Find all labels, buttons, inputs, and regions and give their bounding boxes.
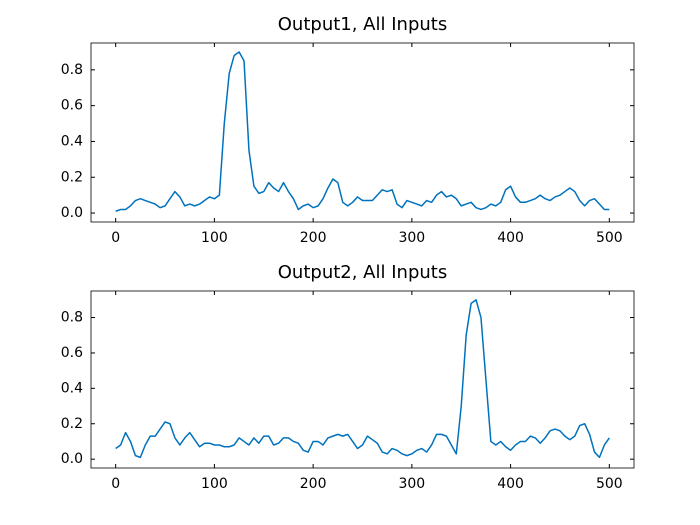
x-tick-label: 500	[596, 476, 623, 492]
x-tick-label: 100	[201, 476, 228, 492]
y-tick-label: 0.2	[61, 416, 83, 432]
y-tick-label: 0.2	[61, 169, 83, 185]
x-tick-label: 100	[201, 230, 228, 246]
y-tick-label: 0.4	[61, 380, 83, 396]
x-tick-label: 0	[111, 230, 120, 246]
chart-title: Output2, All Inputs	[278, 262, 447, 283]
y-tick-label: 0.0	[61, 205, 83, 221]
y-tick-label: 0.4	[61, 133, 83, 149]
x-tick-label: 300	[398, 230, 425, 246]
x-tick-label: 400	[497, 230, 524, 246]
x-tick-label: 0	[111, 476, 120, 492]
y-tick-label: 0.8	[61, 310, 83, 326]
x-tick-label: 400	[497, 476, 524, 492]
data-line	[115, 299, 610, 459]
y-tick-label: 0.8	[61, 62, 83, 78]
y-tick-label: 0.6	[61, 98, 83, 114]
plot-area	[90, 42, 635, 223]
y-tick-label: 0.6	[61, 345, 83, 361]
x-tick-label: 500	[596, 230, 623, 246]
data-line	[115, 51, 610, 212]
plot-area	[90, 290, 635, 469]
y-tick-label: 0.0	[61, 451, 83, 467]
x-tick-label: 300	[398, 476, 425, 492]
x-tick-label: 200	[300, 476, 327, 492]
chart-title: Output1, All Inputs	[278, 14, 447, 35]
x-tick-label: 200	[300, 230, 327, 246]
